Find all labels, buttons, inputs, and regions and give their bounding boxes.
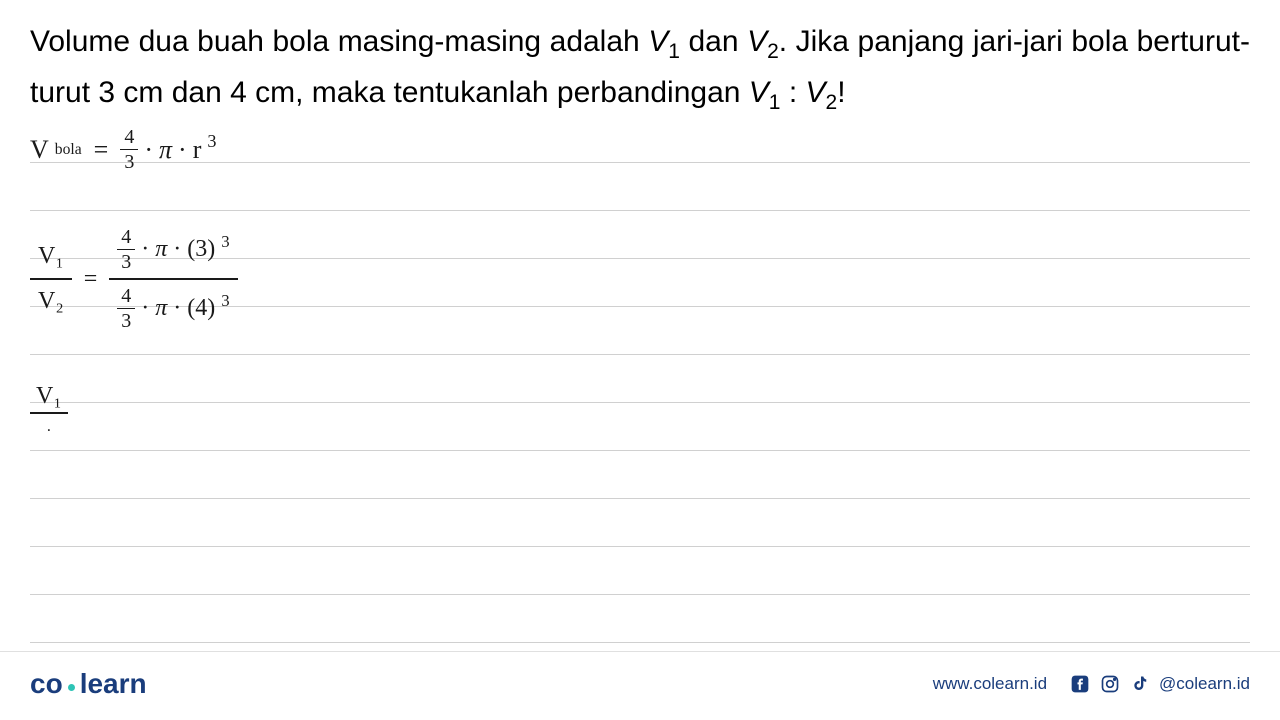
logo-co: co xyxy=(30,668,63,700)
facebook-icon xyxy=(1069,673,1091,695)
formula-equals: = xyxy=(94,135,109,165)
instagram-icon xyxy=(1099,673,1121,695)
problem-text-4: ! xyxy=(837,76,845,109)
rhs-den-dot2: · xyxy=(173,293,181,324)
var-v2b: V xyxy=(806,76,826,109)
frac-num: 4 xyxy=(120,127,138,150)
logo-dot-icon xyxy=(68,684,75,691)
ratio-lhs-num: V₁ xyxy=(30,239,72,280)
formula-fraction: 4 3 xyxy=(120,127,138,172)
social-icons: @colearn.id xyxy=(1069,673,1250,695)
formula-V: V xyxy=(30,135,49,165)
rhs-den-frac-n: 4 xyxy=(117,286,135,309)
work-area: Vbola = 4 3 · π · r3 V₁ V₂ = 4 3 · π · (… xyxy=(0,115,1280,643)
rhs-num-dot2: · xyxy=(173,234,181,265)
formula-pi: π xyxy=(159,135,172,165)
website-url: www.colearn.id xyxy=(933,674,1047,694)
rhs-num-exp: 3 xyxy=(221,231,229,253)
rhs-den-frac-d: 3 xyxy=(117,309,135,331)
rhs-num-dot1: · xyxy=(141,234,149,265)
var-v1: V xyxy=(648,25,668,58)
partial-den: . xyxy=(41,414,57,436)
problem-text-1: Volume dua buah bola masing-masing adala… xyxy=(30,25,648,58)
rhs-num-frac-n: 4 xyxy=(117,227,135,250)
rhs-num-val: (3) xyxy=(187,234,215,265)
handwritten-ratio: V₁ V₂ = 4 3 · π · (3) 3 4 3 · π xyxy=(30,225,238,333)
formula-exp: 3 xyxy=(207,131,216,152)
ruled-line xyxy=(30,403,1250,451)
social-handle: @colearn.id xyxy=(1159,674,1250,694)
ruled-line xyxy=(30,355,1250,403)
footer-right: www.colearn.id @colearn.id xyxy=(933,673,1250,695)
ruled-line xyxy=(30,499,1250,547)
formula-r: r xyxy=(193,135,202,165)
rhs-den-exp: 3 xyxy=(221,290,229,312)
colearn-logo: co learn xyxy=(30,668,147,700)
rhs-num-pi: π xyxy=(155,234,167,265)
ratio-equals: = xyxy=(84,266,98,293)
rhs-den-dot1: · xyxy=(141,293,149,324)
sub-1b: 1 xyxy=(769,91,781,114)
problem-statement: Volume dua buah bola masing-masing adala… xyxy=(0,0,1280,119)
partial-fraction: V₁ . xyxy=(30,383,68,436)
handwritten-partial: V₁ . xyxy=(30,383,68,436)
ruled-line xyxy=(30,451,1250,499)
ratio-colon: : xyxy=(780,76,805,109)
sub-2: 2 xyxy=(767,40,779,63)
formula-bola: bola xyxy=(55,141,82,159)
ratio-rhs-num: 4 3 · π · (3) 3 xyxy=(109,225,237,280)
rhs-num-frac: 4 3 xyxy=(117,227,135,272)
var-v1b: V xyxy=(749,76,769,109)
rhs-num-frac-d: 3 xyxy=(117,250,135,272)
problem-text-2: dan xyxy=(680,25,747,58)
ratio-rhs: 4 3 · π · (3) 3 4 3 · π · (4) 3 xyxy=(109,225,237,333)
rhs-den-val: (4) xyxy=(187,293,215,324)
var-v2: V xyxy=(747,25,767,58)
rhs-den-frac: 4 3 xyxy=(117,286,135,331)
logo-learn: learn xyxy=(80,668,147,700)
frac-den: 3 xyxy=(120,150,138,172)
handwritten-formula: Vbola = 4 3 · π · r3 xyxy=(30,127,216,172)
ratio-lhs: V₁ V₂ xyxy=(30,239,72,319)
ratio-rhs-den: 4 3 · π · (4) 3 xyxy=(109,280,237,333)
dot1: · xyxy=(144,135,153,165)
sub-2b: 2 xyxy=(826,91,838,114)
dot2: · xyxy=(178,135,187,165)
ratio-lhs-den: V₂ xyxy=(30,280,72,319)
tiktok-icon xyxy=(1129,673,1151,695)
ruled-line xyxy=(30,547,1250,595)
rhs-den-pi: π xyxy=(155,293,167,324)
partial-num: V₁ xyxy=(30,383,68,414)
ruled-line xyxy=(30,595,1250,643)
footer: co learn www.colearn.id @colearn.id xyxy=(0,651,1280,700)
sub-1: 1 xyxy=(668,40,680,63)
